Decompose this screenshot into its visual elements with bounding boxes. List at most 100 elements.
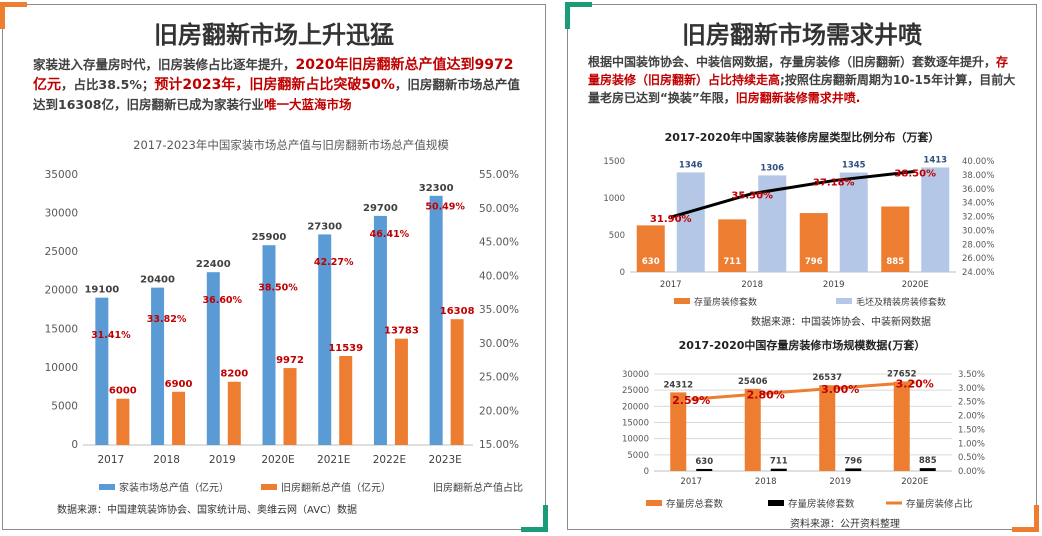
legend-swatch [261,484,277,490]
y2-tick-label: 15.00% [479,439,519,451]
x-tick-label: 2017 [680,477,702,487]
x-tick-label: 2018 [741,280,763,290]
y-tick-label: 10000 [622,435,649,445]
chart-house-type-distribution: 2017-2020年中国家装装修房屋类型比例分布（万套） 0 500 1000 1500… [603,130,994,308]
y2-tick-label: 2.00% [958,412,985,422]
legend-swatch [674,298,690,304]
bar-a [744,388,761,471]
y2-tick-label: 0.00% [958,467,985,477]
y2-tick-label: 1.00% [958,439,985,449]
x-tick-label: 2020E [261,454,294,466]
percent-label: 35.30% [731,191,773,202]
y-tick-label: 30000 [45,208,78,220]
bar-b [283,368,297,445]
x-tick-label: 2022E [373,454,406,466]
right-source-note: 数据来源：中国装饰协会、中装新网数据 [751,317,931,328]
data-label: 27652 [887,370,917,380]
y-tick-label: 1500 [603,157,625,167]
right-source-note-2: 资料来源：公开资料整理 [790,519,900,530]
y-tick-label: 5000 [627,451,649,461]
percent-label: 38.50% [894,168,936,179]
bar-a [636,225,665,272]
bar-a [670,392,687,471]
line-series [670,169,916,219]
y2-tick-label: 36.00% [962,185,994,195]
bar-a [318,234,332,445]
corner-accent [0,2,27,29]
y2-tick-label: 0.50% [958,453,985,463]
percent-label: 3.20% [896,377,934,390]
percent-label: 2.80% [747,388,785,401]
bar-a [881,206,910,272]
x-tick-label: 2023E [428,454,461,466]
bar-a [718,219,747,272]
bar-b [172,391,186,445]
legend-label: 存量房装修套数 [694,296,757,308]
bar-b [227,381,241,445]
percent-label: 36.60% [202,295,242,306]
data-label: 9972 [276,355,304,366]
data-label: 25900 [252,232,287,243]
y-tick-label: 1000 [603,194,625,204]
y2-tick-label: 3.00% [958,384,985,394]
intro-highlight: 唯一大蓝海市场 [264,97,352,112]
data-label: 885 [919,456,937,466]
data-label: 1306 [760,163,784,173]
percent-label: 37.18% [813,178,855,189]
y-tick-label: 25000 [45,246,78,258]
bar-b [450,319,464,445]
data-label: 6000 [109,386,137,397]
percent-label: 50.49% [425,201,465,212]
right-panel-title: 旧房翻新市场需求井喷 [682,21,922,49]
bar-a [429,195,443,445]
y-tick-label: 0 [644,467,649,477]
data-label: 1346 [679,160,703,170]
legend-label: 旧房翻新总产值占比 [433,481,523,494]
legend-swatch [99,484,115,490]
percent-label: 38.50% [258,282,298,293]
percent-label: 33.82% [147,314,187,325]
y2-tick-label: 24.00% [962,268,994,278]
corner-accent [565,2,592,29]
bar-b [696,468,713,471]
chart-stock-renovation-scale: 2017-2020中国存量房装修市场规模数据(万套） 0 5000 10000 1500… [622,338,985,510]
y-tick-label: 5000 [51,400,78,412]
bar-b [116,398,130,445]
bar-b [339,355,353,445]
y2-tick-label: 25.00% [479,372,519,384]
bar-a [819,385,836,471]
legend-swatch [836,298,852,304]
bar-a [262,245,276,445]
left-intro-text: 家装进入存量房时代，旧房装修占比逐年提升，2020年旧房翻新总产值达到9972亿… [33,55,523,114]
y-tick-label: 0 [71,439,78,451]
y-tick-label: 0 [620,268,625,278]
data-label: 885 [886,257,904,267]
x-tick-label: 2017 [97,454,124,466]
y-tick-label: 30000 [622,370,649,380]
intro-segment: ，占比38.5%； [61,77,155,92]
bar-b [845,468,862,471]
y2-tick-label: 32.00% [962,213,994,223]
legend-swatch [413,484,429,490]
bar-a [373,215,387,445]
y-tick-label: 20000 [45,285,78,297]
y2-tick-label: 26.00% [962,254,994,264]
bar-b [919,468,936,471]
x-tick-label: 2020E [902,280,929,290]
data-label: 8200 [220,369,248,380]
x-tick-label: 2018 [755,477,777,487]
right-panel: 旧房翻新市场需求井喷 根据中国装饰协会、中装信网数据，存量房装修（旧房翻新）套数… [565,2,1039,532]
corner-accent [1012,505,1039,532]
y-tick-label: 25000 [622,386,649,396]
data-label: 11539 [328,343,363,354]
y2-tick-label: 40.00% [962,157,994,167]
data-label: 32300 [419,183,454,194]
bar-b [921,167,950,272]
bar-b [394,338,408,445]
chart-market-output: 2017-2023年中国家装市场总产值与旧房翻新市场总产值规模 0 5000 1000… [45,138,523,494]
y2-tick-label: 38.00% [962,171,994,181]
data-label: 711 [723,257,741,267]
x-tick-label: 2019 [829,477,851,487]
y2-tick-label: 2.50% [958,398,985,408]
y2-tick-label: 50.00% [479,203,519,215]
